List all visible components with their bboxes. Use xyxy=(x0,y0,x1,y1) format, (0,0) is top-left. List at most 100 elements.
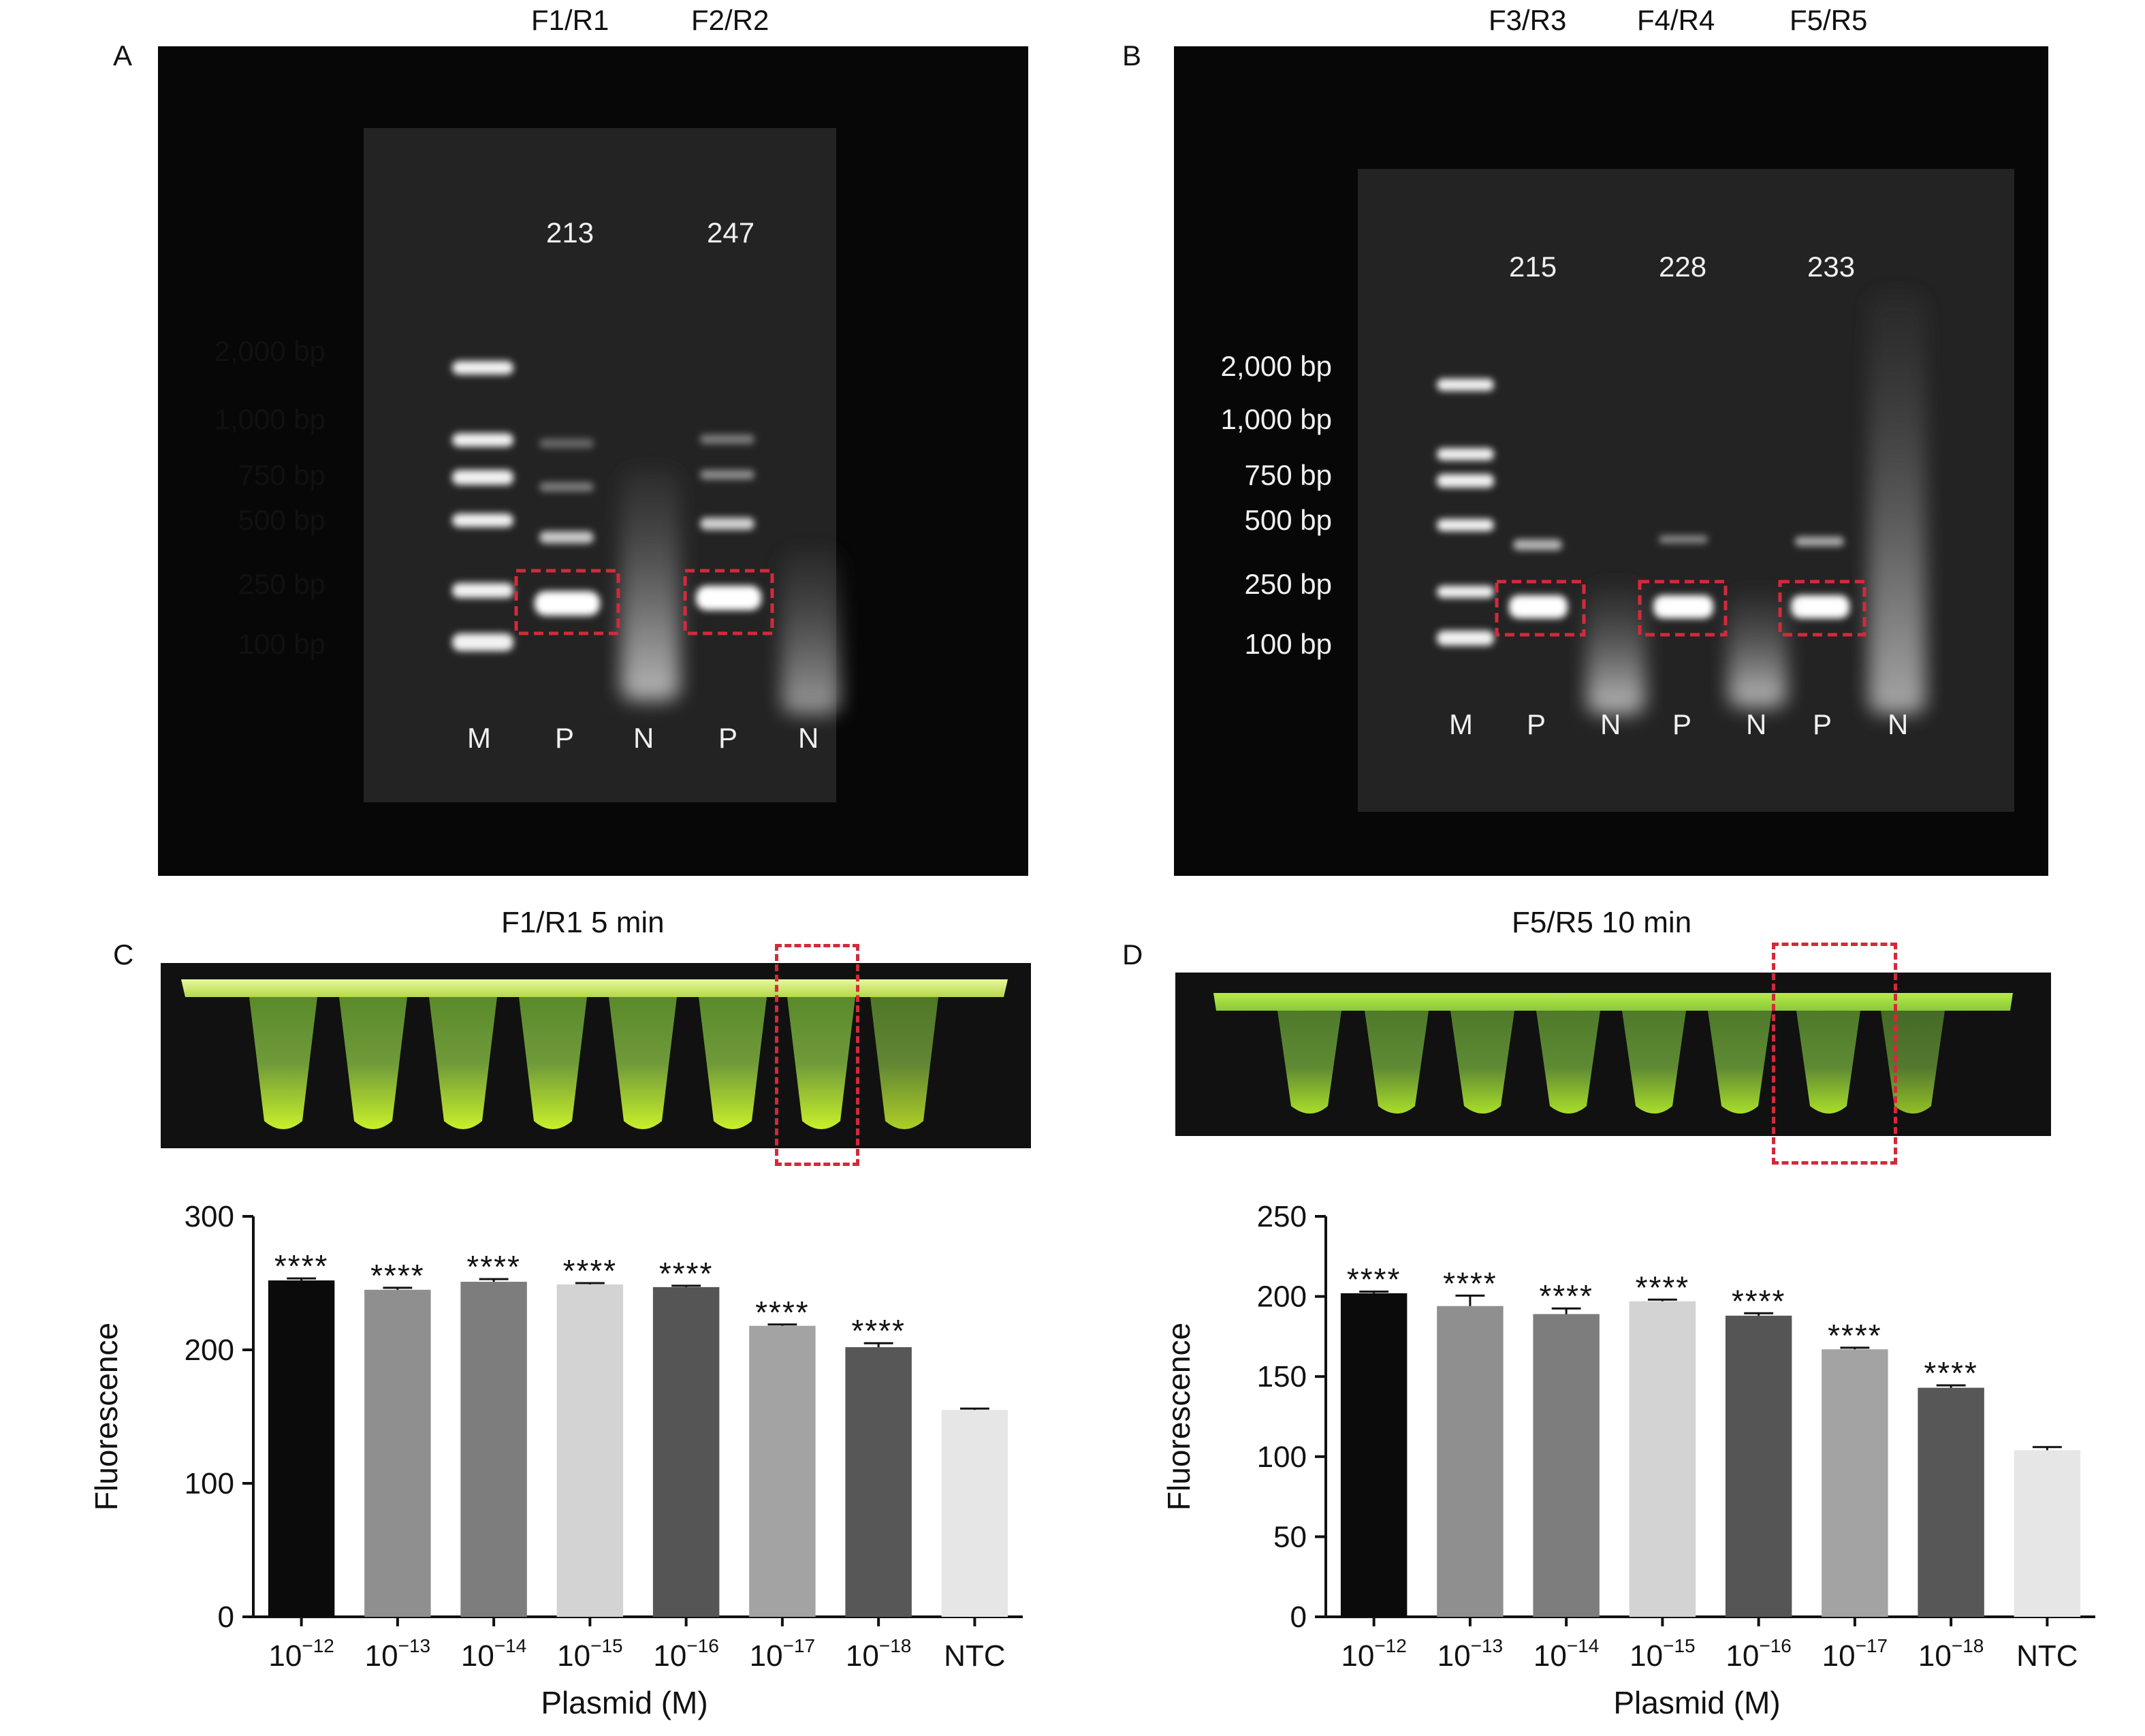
significance-marker: **** xyxy=(370,1258,425,1293)
lane-label: N xyxy=(1888,708,1909,740)
lane-label: N xyxy=(798,722,819,754)
primer-label: F2/R2 xyxy=(691,4,769,36)
amplicon-size: 233 xyxy=(1807,251,1856,283)
ladder-label: 2,000 bp xyxy=(214,335,326,367)
lane-label: P xyxy=(718,722,738,754)
x-axis-label: Plasmid (M) xyxy=(541,1685,708,1720)
x-tick-label: NTC xyxy=(2016,1639,2078,1673)
significance-marker: **** xyxy=(851,1313,906,1348)
x-tick-label: 10−18 xyxy=(846,1635,911,1673)
y-tick-label: 200 xyxy=(1257,1280,1307,1314)
bar xyxy=(1437,1306,1504,1617)
significance-marker: **** xyxy=(1539,1278,1593,1314)
bar xyxy=(749,1325,816,1617)
ladder-label: 100 bp xyxy=(238,628,325,660)
panel-b-letter: B xyxy=(1122,40,1142,72)
amplicon-size: 247 xyxy=(707,217,755,249)
significance-marker: **** xyxy=(1828,1318,1882,1353)
y-tick-label: 50 xyxy=(1273,1520,1307,1553)
amplicon-size: 228 xyxy=(1659,251,1707,283)
x-tick-label: 10−16 xyxy=(653,1635,718,1673)
y-tick-label: 0 xyxy=(1290,1600,1307,1634)
x-tick-label: 10−13 xyxy=(365,1635,430,1673)
y-tick-label: 100 xyxy=(185,1467,234,1500)
panel-c-letter: C xyxy=(113,938,134,970)
significance-marker: **** xyxy=(1443,1265,1497,1301)
x-tick-label: 10−18 xyxy=(1918,1635,1984,1673)
lane-label: N xyxy=(1600,708,1621,740)
ladder-label: 750 bp xyxy=(1244,459,1332,491)
panel-d-title: F5/R5 10 min xyxy=(1512,906,1692,939)
x-tick-label: 10−12 xyxy=(268,1635,334,1673)
lane-label: M xyxy=(1449,708,1473,740)
lane-label: P xyxy=(1672,708,1692,740)
y-axis-label: Fluorescence xyxy=(89,1323,124,1511)
x-tick-label: 10−14 xyxy=(1534,1635,1599,1673)
amplicon-size: 213 xyxy=(546,217,594,249)
significance-marker: **** xyxy=(563,1253,618,1289)
panel-a-letter: A xyxy=(113,40,133,72)
x-tick-label: 10−17 xyxy=(750,1635,815,1673)
significance-marker: **** xyxy=(755,1295,810,1330)
lane-label: M xyxy=(467,722,491,754)
ladder-bands xyxy=(452,361,513,651)
lane-label: P xyxy=(555,722,575,754)
bar xyxy=(364,1289,431,1617)
bar-chart-c: 0 100 200 300 Fluorescence **** 10−12 **** 10−13… xyxy=(89,1200,1023,1720)
primer-label: F3/R3 xyxy=(1489,4,1567,36)
ladder-label: 250 bp xyxy=(238,568,325,600)
x-tick-label: 10−17 xyxy=(1822,1635,1888,1673)
bar xyxy=(2014,1450,2081,1617)
lane-label: N xyxy=(1746,708,1767,740)
bar xyxy=(1340,1293,1408,1617)
x-tick-label: 10−13 xyxy=(1437,1635,1503,1673)
ladder-label: 500 bp xyxy=(1244,504,1332,536)
significance-marker: **** xyxy=(1347,1262,1401,1297)
y-tick-label: 250 xyxy=(1257,1200,1307,1233)
bar-chart-d: 0 50 100 150 200 250 Fluorescence **** 10−12 ****… xyxy=(1161,1200,2095,1720)
bar xyxy=(845,1347,912,1617)
significance-marker: **** xyxy=(274,1248,329,1284)
tubes-c xyxy=(249,997,938,1129)
amplicon-size: 215 xyxy=(1509,251,1557,283)
x-tick-label: 10−12 xyxy=(1341,1635,1406,1673)
tube-strip-c xyxy=(161,963,1031,1148)
y-tick-label: 200 xyxy=(185,1333,234,1367)
primer-label: F1/R1 xyxy=(531,4,609,36)
highlight-box xyxy=(775,944,859,1166)
bar xyxy=(1533,1314,1600,1617)
x-axis-label: Plasmid (M) xyxy=(1613,1685,1780,1720)
ladder-label: 500 bp xyxy=(238,504,325,536)
significance-marker: **** xyxy=(1924,1355,1978,1391)
ladder-label: 750 bp xyxy=(238,459,325,491)
significance-marker: **** xyxy=(1732,1283,1786,1319)
primer-label: F4/R4 xyxy=(1637,4,1715,36)
lane-label: N xyxy=(633,722,654,754)
tube-strip-d xyxy=(1175,973,2051,1136)
panel-c-title: F1/R1 5 min xyxy=(501,906,665,939)
x-tick-label: 10−15 xyxy=(1630,1635,1695,1673)
significance-marker: **** xyxy=(466,1249,521,1284)
primer-label: F5/R5 xyxy=(1790,4,1868,36)
lane-label: P xyxy=(1813,708,1832,740)
gel-image-a xyxy=(158,46,1028,876)
lane-label: P xyxy=(1527,708,1546,740)
x-tick-label: 10−14 xyxy=(461,1635,526,1673)
bar xyxy=(1629,1301,1696,1617)
bar xyxy=(652,1287,720,1617)
ladder-label: 1,000 bp xyxy=(214,403,326,435)
bar xyxy=(460,1282,527,1617)
panel-d-letter: D xyxy=(1122,938,1143,970)
bar xyxy=(268,1280,335,1617)
gel-image-b xyxy=(1174,46,2048,876)
bar xyxy=(941,1410,1008,1617)
significance-marker: **** xyxy=(659,1256,714,1291)
y-tick-label: 100 xyxy=(1257,1440,1307,1474)
ladder-label: 2,000 bp xyxy=(1220,350,1333,382)
ladder-label: 1,000 bp xyxy=(1220,403,1333,435)
bar xyxy=(1822,1349,1888,1617)
x-tick-label: 10−16 xyxy=(1726,1635,1791,1673)
bar xyxy=(1725,1315,1792,1617)
x-tick-label: NTC xyxy=(944,1639,1005,1673)
bar xyxy=(1918,1387,1984,1617)
